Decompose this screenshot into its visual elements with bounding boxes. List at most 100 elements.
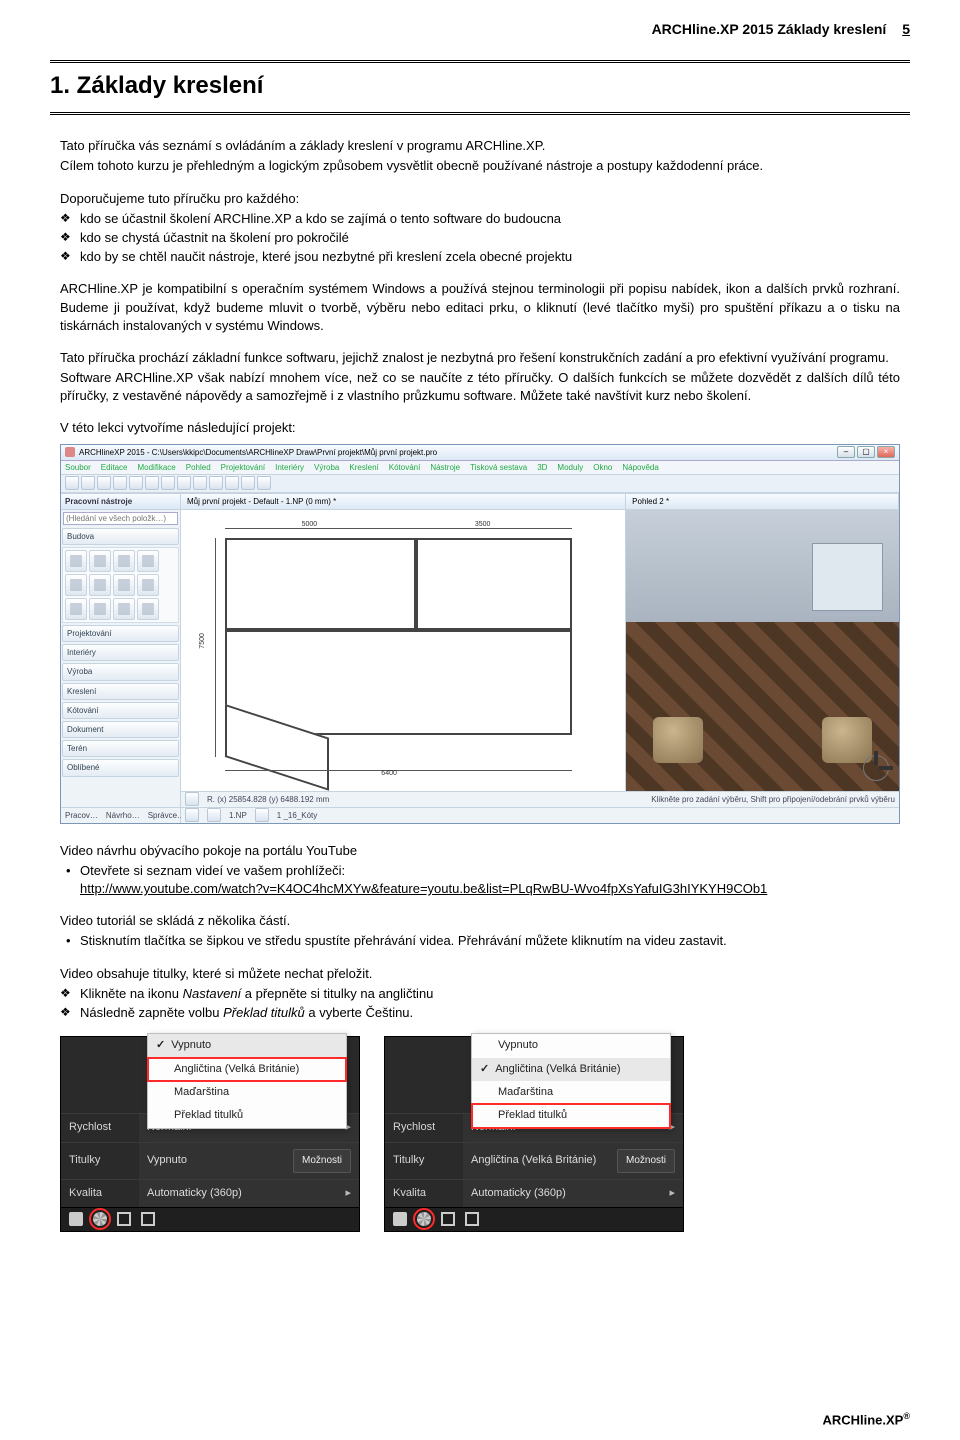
yt-sub-option[interactable]: Vypnuto [472,1034,670,1057]
layer-selector[interactable]: 1 _16_Kóty [277,810,317,821]
menu-item[interactable]: Nástroje [430,462,460,473]
status-icon[interactable] [207,808,221,822]
yt-submenu: ✓Vypnuto Angličtina (Velká Británie) Maď… [147,1033,347,1129]
toolbar-icon[interactable] [257,476,271,490]
yt-sub-option-translate[interactable]: Překlad titulků [472,1104,670,1127]
toolbar-icon[interactable] [209,476,223,490]
menu-item[interactable]: Projektování [221,462,265,473]
yt-sub-option-english[interactable]: Angličtina (Velká Británie) [148,1058,346,1081]
tool-icon[interactable] [65,598,87,620]
fullscreen-icon[interactable] [465,1212,479,1226]
tool-icon[interactable] [89,550,111,572]
yt-sub-option[interactable]: Překlad titulků [148,1104,346,1127]
yt-options-button[interactable]: Možnosti [617,1149,675,1173]
acc-item[interactable]: Kótování [62,702,179,719]
theater-icon[interactable] [117,1212,131,1226]
yt-options-button[interactable]: Možnosti [293,1149,351,1173]
status-icon[interactable] [185,808,199,822]
fullscreen-icon[interactable] [141,1212,155,1226]
menu-item[interactable]: Tisková sestava [470,462,527,473]
yt-row-subs[interactable]: Titulky VypnutoMožnosti [61,1142,359,1179]
left-tab[interactable]: Pracov… [65,810,98,821]
yt-sub-option[interactable]: ✓Vypnuto [148,1034,346,1057]
menu-item[interactable]: Výroba [314,462,339,473]
close-button[interactable]: × [877,446,895,458]
floor-selector[interactable]: 1.NP [229,810,247,821]
yt-submenu: Vypnuto ✓Angličtina (Velká Británie) Maď… [471,1033,671,1129]
toolbar-icon[interactable] [97,476,111,490]
yt-row-quality[interactable]: Kvalita Automaticky (360p)▸ [61,1179,359,1207]
maximize-button[interactable]: ▢ [857,446,875,458]
status-icon[interactable] [185,792,199,806]
tool-icon[interactable] [113,598,135,620]
menu-item[interactable]: Okno [593,462,612,473]
view-tab-3d[interactable]: Pohled 2 * [626,494,899,509]
view-tab-2d[interactable]: Můj první projekt - Default - 1.NP (0 mm… [181,494,626,509]
cc-icon[interactable] [69,1212,83,1226]
minimize-button[interactable]: – [837,446,855,458]
acc-item[interactable]: Terén [62,740,179,757]
toolbar-icon[interactable] [113,476,127,490]
menu-item[interactable]: Nápověda [622,462,658,473]
view-2d[interactable]: 5000 3500 6400 7500 [181,510,626,791]
toolbar-icon[interactable] [81,476,95,490]
toolbar-icon[interactable] [129,476,143,490]
tool-icon[interactable] [65,574,87,596]
tool-icon[interactable] [89,598,111,620]
acc-item[interactable]: Kreslení [62,683,179,700]
gear-icon[interactable] [93,1212,107,1226]
toolbar-icon[interactable] [161,476,175,490]
toolbar-icon[interactable] [177,476,191,490]
menu-item[interactable]: Kótování [389,462,421,473]
tool-icon[interactable] [113,550,135,572]
left-tab[interactable]: Návrho… [106,810,140,821]
toolbar-icon[interactable] [193,476,207,490]
cc-icon[interactable] [393,1212,407,1226]
tool-icon[interactable] [65,550,87,572]
app-title: ARCHlineXP 2015 - C:\Users\kkipc\Documen… [79,447,437,458]
acc-item[interactable]: Interiéry [62,644,179,661]
toolbar-icon[interactable] [145,476,159,490]
yt-row-subs[interactable]: Titulky Angličtina (Velká Británie)Možno… [385,1142,683,1179]
theater-icon[interactable] [441,1212,455,1226]
acc-item[interactable]: Výroba [62,663,179,680]
yt-row-quality[interactable]: Kvalita Automaticky (360p)▸ [385,1179,683,1207]
menu-item[interactable]: Moduly [557,462,583,473]
youtube-link[interactable]: http://www.youtube.com/watch?v=K4OC4hcMX… [80,881,767,896]
tool-icon[interactable] [89,574,111,596]
toolbar-icon[interactable] [65,476,79,490]
search-input[interactable] [63,512,178,525]
tool-icon[interactable] [113,574,135,596]
menu-item[interactable]: Modifikace [137,462,175,473]
toolbar-icon[interactable] [241,476,255,490]
acc-item[interactable]: Projektování [62,625,179,642]
toolbar-icon[interactable] [225,476,239,490]
status-icon[interactable] [255,808,269,822]
recommend-item: kdo se účastnil školení ARCHline.XP a kd… [60,210,900,228]
left-tab[interactable]: Správce… [148,810,185,821]
gear-icon[interactable] [417,1212,431,1226]
menu-item[interactable]: Editace [101,462,128,473]
yt-sub-option[interactable]: Maďarština [148,1081,346,1104]
tool-icon[interactable] [137,598,159,620]
menu-item[interactable]: Pohled [186,462,211,473]
menu-item[interactable]: Interiéry [275,462,304,473]
acc-building[interactable]: Budova [62,528,179,545]
tool-icon[interactable] [137,574,159,596]
recommend-line: Doporučujeme tuto příručku pro každého: [60,190,900,208]
app-screenshot: ARCHlineXP 2015 - C:\Users\kkipc\Documen… [60,444,900,824]
app-titlebar: ARCHlineXP 2015 - C:\Users\kkipc\Documen… [61,445,899,461]
video-subs: Video obsahuje titulky, které si můžete … [60,965,900,983]
yt-sub-option[interactable]: Maďarština [472,1081,670,1104]
view-3d[interactable] [626,510,899,791]
menu-item[interactable]: 3D [537,462,547,473]
menu-item[interactable]: Soubor [65,462,91,473]
tool-icon[interactable] [137,550,159,572]
yt-sub-option[interactable]: ✓Angličtina (Velká Británie) [472,1058,670,1081]
menu-item[interactable]: Kreslení [349,462,378,473]
acc-item[interactable]: Oblíbené [62,759,179,776]
intro-line2: Cílem tohoto kurzu je přehledným a logic… [60,157,900,175]
acc-item[interactable]: Dokument [62,721,179,738]
nav-compass[interactable] [859,751,893,785]
left-tabs: Pracov… Návrho… Správce… [61,807,180,823]
